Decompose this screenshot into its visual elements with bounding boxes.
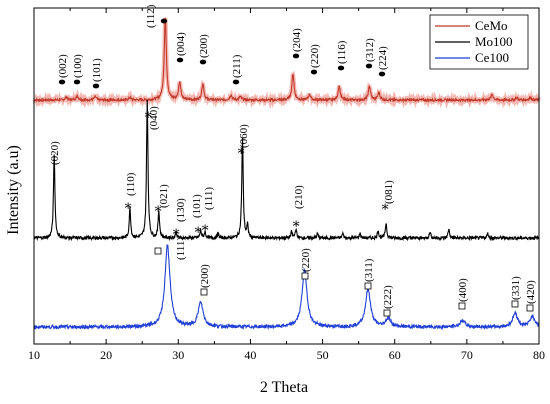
peak-marker-dot <box>337 65 345 71</box>
peak-marker-dot <box>292 53 300 59</box>
y-axis-label: Intensity (a.u) <box>5 145 22 235</box>
plot-layer <box>32 17 541 331</box>
peak-marker-square <box>511 300 519 308</box>
peak-marker-dot <box>160 18 168 24</box>
x-tick-label: 20 <box>100 348 112 362</box>
axis-layer: 10 20 30 40 50 60 70 80 <box>28 7 545 362</box>
peak-label: (111) <box>203 187 215 210</box>
x-tick-label: 30 <box>172 348 184 362</box>
peak-label: (004) <box>175 32 187 56</box>
peak-label: (220) <box>300 248 312 272</box>
x-tick-label: 60 <box>389 348 401 362</box>
peak-marker-dot <box>73 79 81 85</box>
peak-marker-star: ∗ <box>193 223 203 238</box>
peak-marker-dot <box>176 57 184 63</box>
peak-label: (130) <box>175 198 187 222</box>
legend-label-cemo: CeMo <box>475 18 508 33</box>
x-axis-label: 2 Theta <box>260 379 308 396</box>
peak-label: (110) <box>125 172 137 196</box>
peak-label: (200) <box>198 34 210 58</box>
peak-marker-star: ∗ <box>153 202 163 217</box>
peak-marker-dot <box>365 63 373 69</box>
legend-label-ce100: Ce100 <box>475 50 509 65</box>
peak-marker-star: ∗ <box>171 225 181 240</box>
peak-marker-square <box>200 288 208 296</box>
peak-marker-dot <box>199 59 207 65</box>
peak-label: (204) <box>291 28 303 52</box>
peak-label: (111) <box>175 237 187 260</box>
peak-label: (331) <box>510 276 522 300</box>
x-tick-label: 70 <box>461 348 473 362</box>
peak-marker-star: ∗ <box>123 199 133 214</box>
legend-label-mo100: Mo100 <box>475 34 513 49</box>
peak-marker-square <box>364 282 372 290</box>
peak-label: (101) <box>191 194 203 218</box>
peak-marker-dot <box>378 71 386 77</box>
series-cemo-line <box>33 17 540 104</box>
peak-marker-square <box>301 272 309 280</box>
peak-label: (200) <box>199 264 211 288</box>
peak-marker-square <box>458 302 466 310</box>
peak-marker-star: ∗ <box>143 108 153 123</box>
peak-marker-square <box>154 247 162 255</box>
x-tick-label: 40 <box>244 348 256 362</box>
peak-label: (060) <box>238 124 250 148</box>
peak-marker-dot <box>92 83 100 89</box>
peak-label: (211) <box>231 54 243 78</box>
peak-label: (020) <box>49 141 61 165</box>
peak-label: (021) <box>158 184 170 208</box>
peak-label: (400) <box>457 278 469 302</box>
peak-label: (116) <box>336 40 348 64</box>
peak-marker-star: ∗ <box>380 200 390 215</box>
peak-label: (222) <box>382 285 394 309</box>
peak-label: (112) <box>145 4 157 28</box>
peak-label: (311) <box>363 258 375 282</box>
peak-label: (040) <box>148 106 160 130</box>
peak-label: (312) <box>364 38 376 62</box>
peak-marker-dot <box>58 79 66 85</box>
peak-marker-star: ∗ <box>200 221 210 236</box>
x-tick-label: 10 <box>28 348 40 362</box>
peak-label: (220) <box>309 44 321 68</box>
x-tick-label: 80 <box>533 348 545 362</box>
series-mo100-line <box>33 99 540 242</box>
peak-label: (100) <box>72 54 84 78</box>
series-ce100-line <box>33 244 540 331</box>
peak-marker-dot <box>310 69 318 75</box>
peak-marker-square <box>383 309 391 317</box>
annotation-layer: (002) (100) (101) (112) (004) (200) (211) (204)… <box>49 4 537 317</box>
peak-label: (081) <box>383 180 395 204</box>
peak-marker-star: ∗ <box>236 144 246 159</box>
peak-label: (224) <box>377 46 389 70</box>
x-tick-label: 50 <box>317 348 329 362</box>
peak-marker-dot <box>232 79 240 85</box>
peak-marker-square <box>526 304 534 312</box>
peak-label: (210) <box>293 185 305 209</box>
peak-label: (420) <box>525 280 537 304</box>
peak-label: (002) <box>57 54 69 78</box>
peak-label: (101) <box>91 58 103 82</box>
peak-marker-star: ∗ <box>291 217 301 232</box>
